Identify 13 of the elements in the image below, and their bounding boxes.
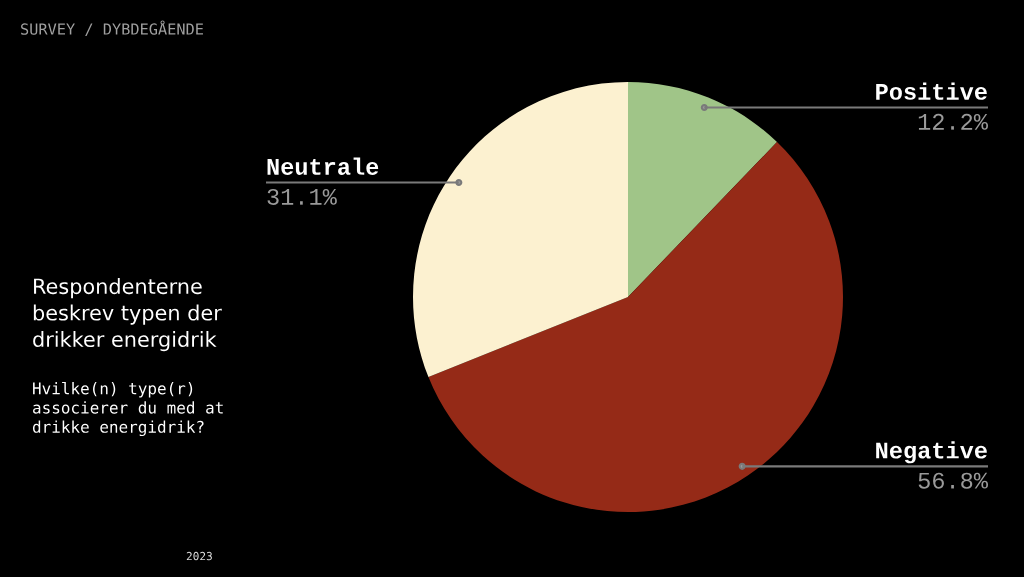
slice-label: Positive — [876, 82, 987, 100]
text: Hvilke(n) type(r) associerer du med at drikke energidrik? — [32, 382, 223, 437]
data-label: 31.1% — [267, 188, 337, 205]
slice-label: Neutrale — [267, 157, 379, 175]
data-label: 12.2% — [918, 113, 989, 130]
pie-slice — [413, 82, 628, 378]
pie-slice — [428, 142, 843, 512]
text: SURVEY / DYBDEGÅENDE — [21, 20, 203, 37]
text: 2023 — [186, 551, 212, 561]
data-label: 56.8% — [918, 472, 989, 489]
pie-slice — [628, 82, 778, 297]
text: Respondenterne beskrev typen der drikker energidrik — [33, 278, 222, 352]
slice-label: Negative — [876, 441, 987, 464]
